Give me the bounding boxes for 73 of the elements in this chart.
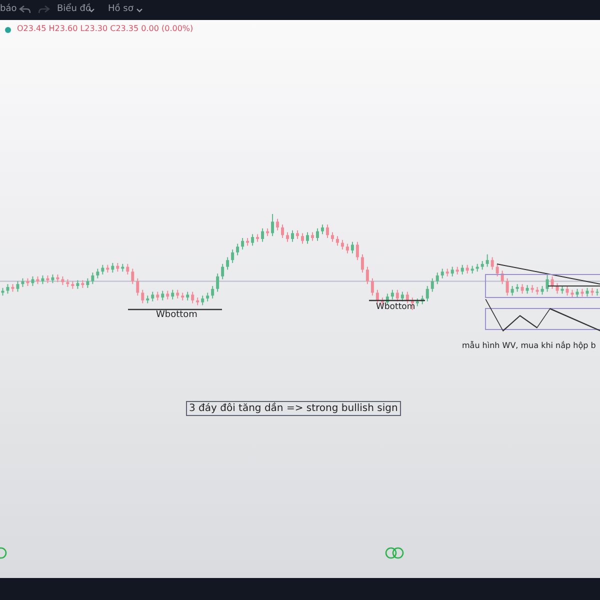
- candlestick: [281, 224, 284, 238]
- candlestick: [101, 264, 104, 275]
- candlestick: [111, 262, 114, 274]
- candlestick: [16, 280, 20, 292]
- candlestick: [330, 232, 334, 242]
- candlestick: [226, 256, 230, 270]
- candlestick: [370, 278, 374, 296]
- candlestick: [136, 278, 140, 296]
- candlestick: [356, 241, 359, 261]
- candlestick: [556, 282, 559, 294]
- candlestick: [366, 266, 369, 285]
- candlestick: [211, 286, 214, 299]
- candlestick: [231, 249, 234, 264]
- candlestick: [400, 291, 404, 302]
- candlestick: [251, 234, 254, 246]
- candlestick: [171, 289, 174, 300]
- candlestick: [291, 230, 294, 242]
- annotation: Wbottom: [156, 310, 198, 320]
- candlestick: [301, 232, 304, 244]
- candlestick: [191, 291, 194, 304]
- text: mẫu hình WV, mua khi nắp hộp b: [462, 341, 596, 350]
- candlestick: [276, 218, 280, 231]
- candlestick: [546, 273, 549, 292]
- candlestick: [430, 278, 434, 292]
- candlestick: [520, 284, 524, 294]
- candlestick: [376, 289, 379, 304]
- candlestick: [286, 232, 290, 242]
- candlestick: [436, 272, 439, 285]
- candlestick: [316, 228, 319, 242]
- candlestick: [306, 232, 309, 244]
- candlestick: [271, 214, 274, 237]
- text: báo: [0, 4, 17, 14]
- candlestick: [31, 276, 34, 286]
- candlestick: [390, 289, 394, 300]
- candlestick: [346, 243, 349, 254]
- candlestick: [426, 286, 429, 302]
- candlestick: [510, 286, 514, 296]
- candlestick: [406, 291, 409, 304]
- candlestick: [126, 263, 130, 275]
- candlestick: [440, 268, 444, 279]
- candlestick: [320, 224, 324, 235]
- chart-subtitle: O23.45 H23.60 L23.30 C23.35 0.00 (0.00%): [17, 24, 194, 33]
- candlestick: [241, 238, 244, 250]
- candlestick: [161, 290, 164, 301]
- text: Biểu đồ: [57, 4, 91, 14]
- candlestick: [221, 263, 224, 280]
- candlestick: [6, 284, 10, 294]
- candlestick: [216, 273, 220, 292]
- candlestick: [496, 263, 499, 277]
- candlestick: [340, 239, 344, 250]
- candlestick: [450, 266, 454, 277]
- candlestick: [336, 236, 339, 246]
- candlestick: [151, 291, 154, 302]
- text: Hồ sơ: [108, 4, 134, 14]
- candlestick: [566, 286, 569, 296]
- candlestick: [236, 243, 240, 256]
- candlestick: [360, 254, 364, 274]
- candlestick: [506, 278, 509, 296]
- candlestick: [350, 241, 354, 254]
- candlestick: [86, 278, 90, 288]
- candlestick: [201, 295, 204, 306]
- candlestick: [96, 268, 100, 279]
- candlestick: [261, 228, 264, 242]
- candlestick: [396, 289, 399, 302]
- text: 3 đáy đôi tăng dần => strong bullish sign: [186, 401, 401, 416]
- candlestick: [141, 289, 144, 304]
- annotation: Wbottom: [376, 302, 416, 312]
- candlestick: [131, 268, 134, 285]
- candlestick: [490, 256, 494, 270]
- candlestick: [460, 264, 464, 275]
- candlestick: [486, 254, 489, 268]
- candlestick: [326, 224, 329, 238]
- candlestick: [91, 272, 94, 285]
